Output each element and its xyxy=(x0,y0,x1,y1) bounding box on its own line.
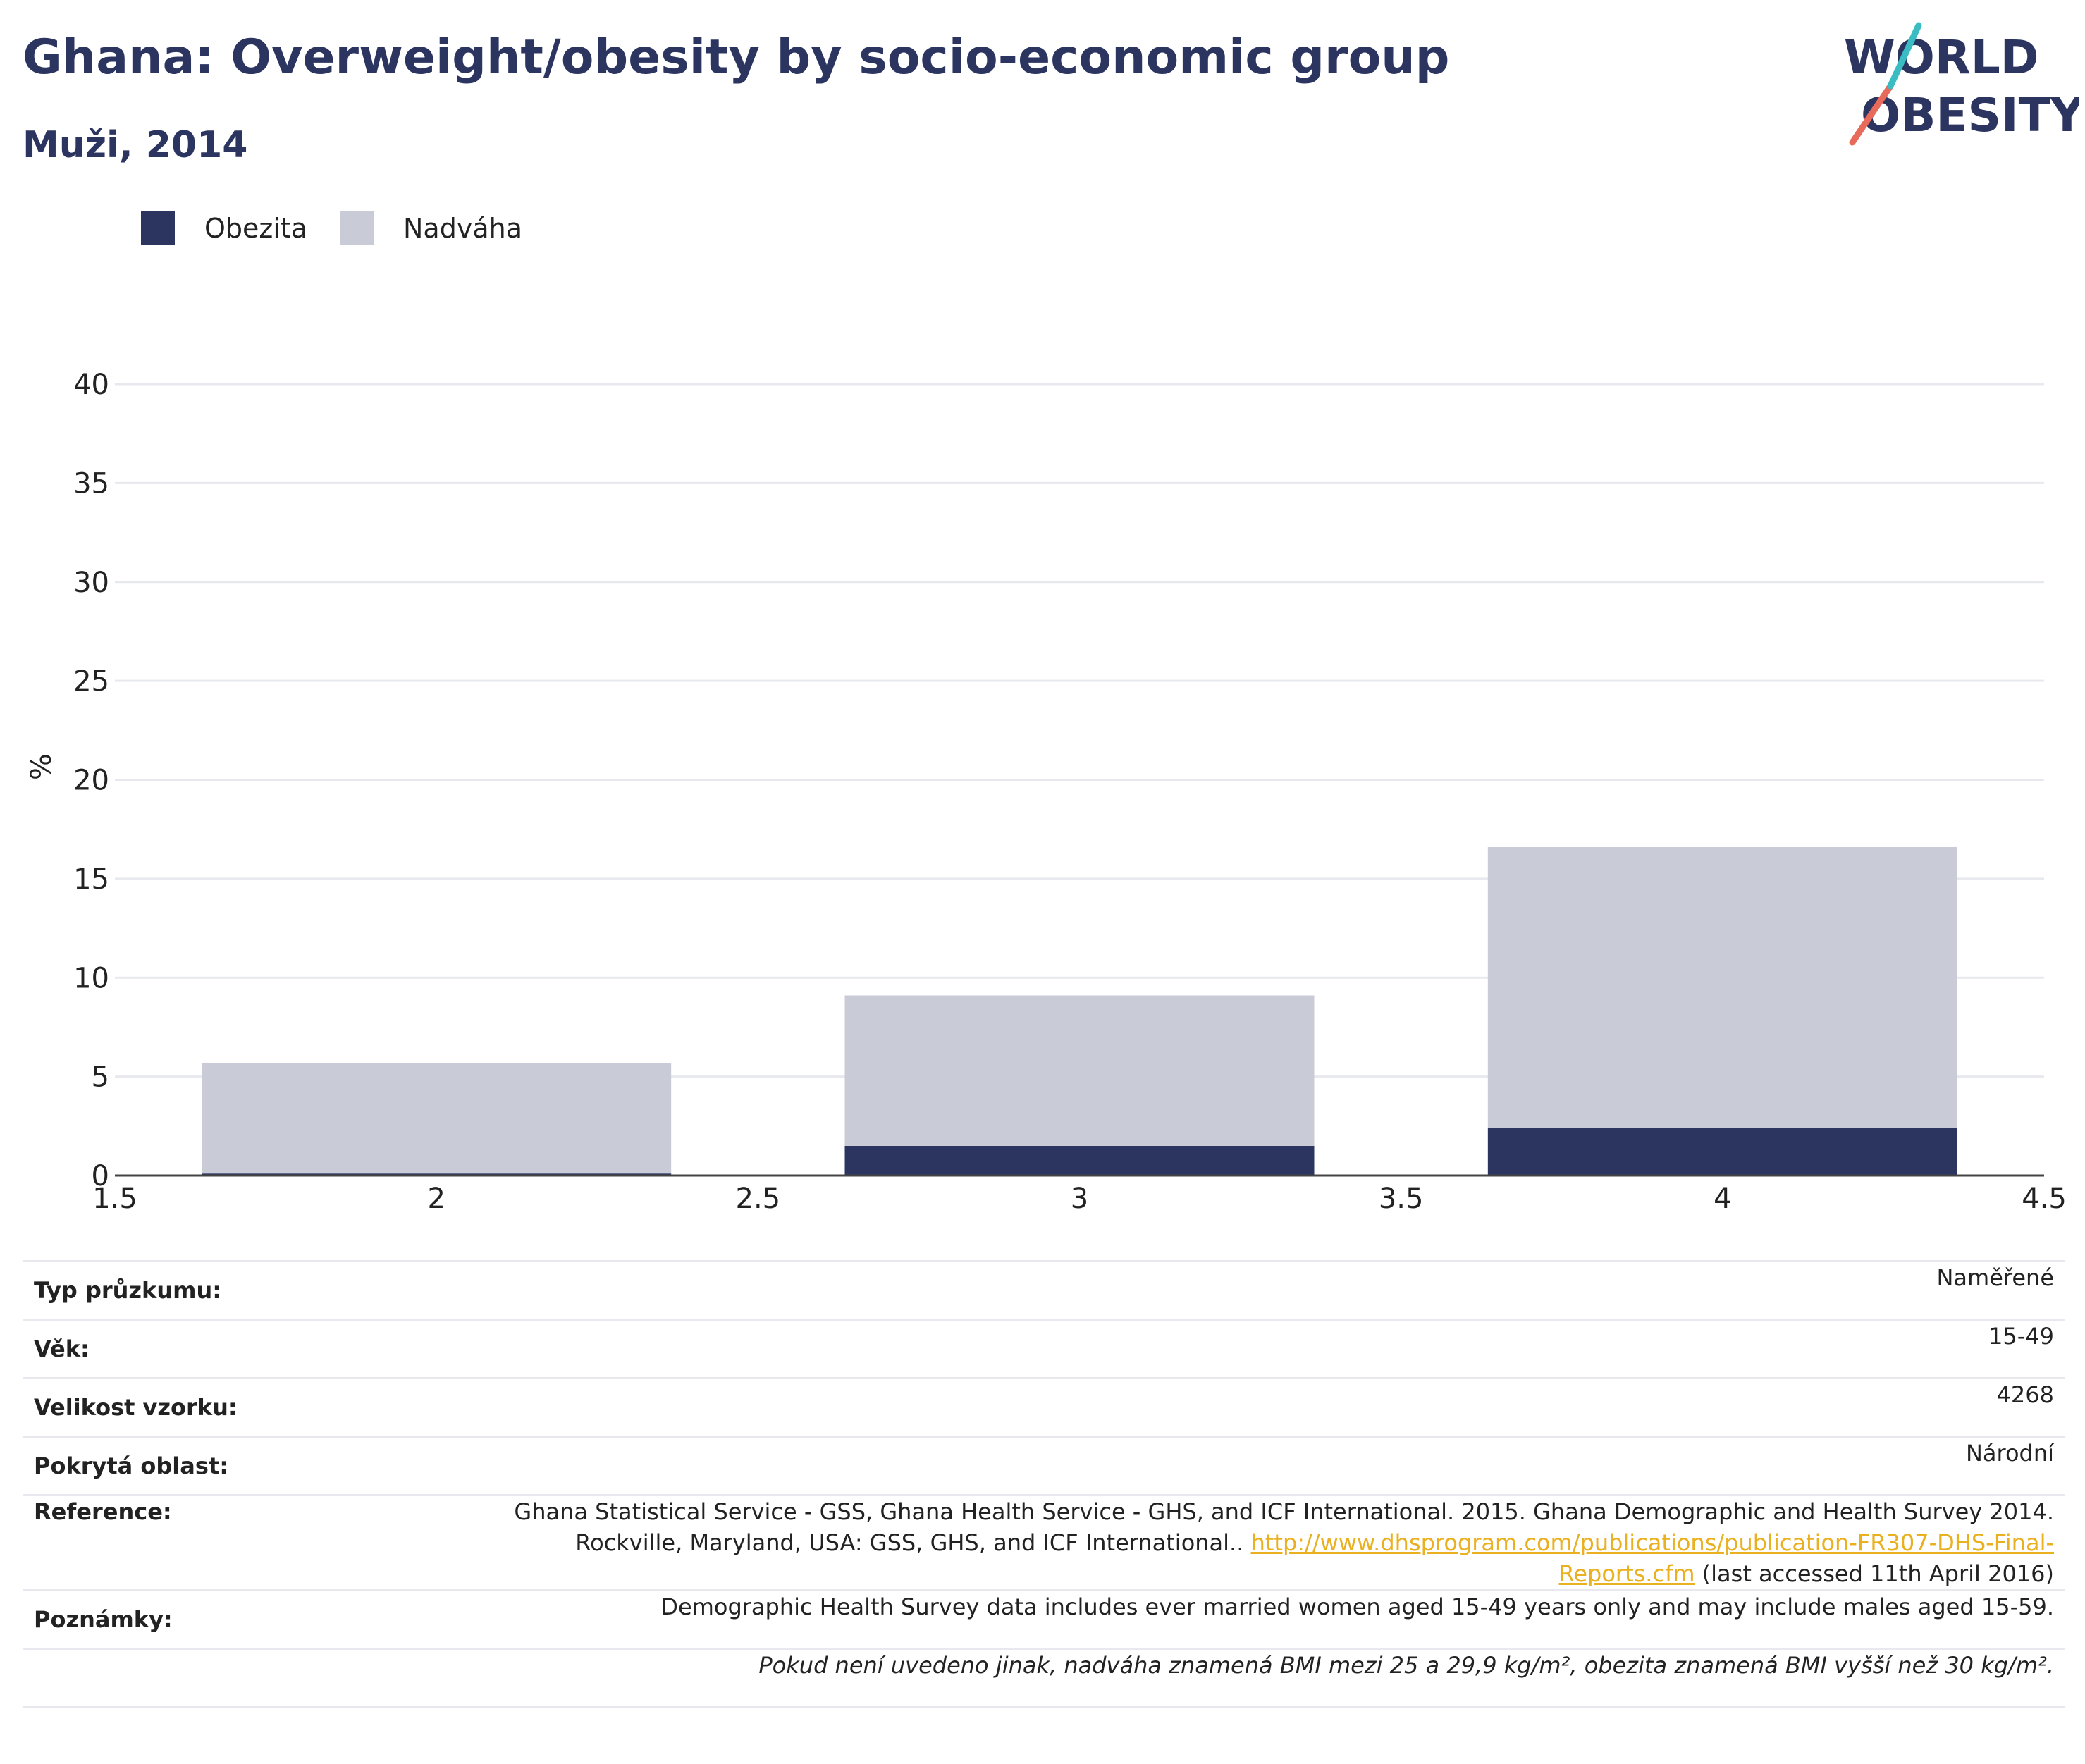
info-label: Reference: xyxy=(23,1494,468,1591)
y-tick-label: 25 xyxy=(73,665,109,698)
bar-obesity xyxy=(1487,1128,1957,1176)
y-tick-label: 40 xyxy=(73,369,109,401)
logo-slash-coral xyxy=(1849,82,1894,146)
chart-subtitle: Muži, 2014 xyxy=(23,124,248,166)
x-tick-label: 3.5 xyxy=(1379,1183,1424,1215)
bar-overweight xyxy=(844,995,1315,1146)
x-tick-label: 4 xyxy=(1714,1183,1731,1215)
reference-suffix: (last accessed 11th April 2016) xyxy=(1702,1560,2054,1587)
x-tick-label: 4.5 xyxy=(2022,1183,2067,1215)
y-tick-label: 5 xyxy=(92,1061,109,1094)
survey-info-table: Typ průzkumu: Naměřené Věk: 15-49 Veliko… xyxy=(23,1260,2065,1708)
legend-label-overweight: Nadváha xyxy=(403,213,522,244)
logo-text-line2: OBESITY xyxy=(1861,88,2079,142)
info-row-sample-size: Velikost vzorku: 4268 xyxy=(23,1377,2065,1437)
world-obesity-logo: WORLD OBESITY xyxy=(1844,22,2079,146)
info-value: Národní xyxy=(468,1436,2065,1495)
info-value: 15-49 xyxy=(468,1319,2065,1378)
bar-chart: 0 5 10 15 20 25 30 35 40 1.5 2 2.5 3 3.5 4 4.5 % xyxy=(25,369,2067,1215)
info-row-reference: Reference: Ghana Statistical Service - G… xyxy=(23,1494,2065,1591)
legend-swatch-overweight xyxy=(340,211,374,245)
info-row-survey-type: Typ průzkumu: Naměřené xyxy=(23,1260,2065,1320)
reference-value: Ghana Statistical Service - GSS, Ghana H… xyxy=(468,1494,2065,1591)
y-tick-label: 30 xyxy=(73,567,109,599)
footnote-text: Pokud není uvedeno jinak, nadváha znamen… xyxy=(468,1648,2065,1708)
info-label: Poznámky: xyxy=(23,1589,468,1649)
info-row-age: Věk: 15-49 xyxy=(23,1319,2065,1378)
logo-text-line1: WORLD xyxy=(1844,30,2039,85)
legend-item-obesity[interactable]: Obezita xyxy=(141,210,307,247)
y-tick-label: 15 xyxy=(73,863,109,896)
bar-overweight xyxy=(202,1062,672,1174)
bar-overweight xyxy=(1487,846,1957,1128)
legend-item-overweight[interactable]: Nadváha xyxy=(340,210,522,247)
info-value: 4268 xyxy=(468,1377,2065,1437)
info-label: Pokrytá oblast: xyxy=(23,1436,468,1495)
info-label: Typ průzkumu: xyxy=(23,1260,468,1320)
bar-obesity xyxy=(844,1145,1315,1176)
y-tick-label: 10 xyxy=(73,962,109,994)
y-tick-label: 35 xyxy=(73,467,109,500)
y-tick-label: 20 xyxy=(73,765,109,797)
legend-swatch-obesity xyxy=(141,211,175,245)
x-tick-label: 2.5 xyxy=(736,1183,781,1215)
info-value: Naměřené xyxy=(468,1260,2065,1320)
y-tick-label: 0 xyxy=(92,1160,109,1192)
y-axis-label: % xyxy=(25,753,58,780)
info-label: Velikost vzorku: xyxy=(23,1377,468,1437)
x-tick-label: 1.5 xyxy=(92,1183,137,1215)
reference-link[interactable]: http://www.dhsprogram.com/publications/p… xyxy=(1250,1529,2054,1587)
reference-text: Ghana Statistical Service - GSS, Ghana H… xyxy=(514,1498,2054,1556)
info-row-area: Pokrytá oblast: Národní xyxy=(23,1436,2065,1495)
x-tick-label: 3 xyxy=(1071,1183,1088,1215)
logo-slash-teal xyxy=(1887,22,1922,90)
info-row-footnote: Pokud není uvedeno jinak, nadváha znamen… xyxy=(23,1648,2065,1708)
x-tick-label: 2 xyxy=(427,1183,445,1215)
info-label-empty xyxy=(23,1648,468,1708)
info-value: Demographic Health Survey data includes … xyxy=(468,1589,2065,1649)
info-row-notes: Poznámky: Demographic Health Survey data… xyxy=(23,1589,2065,1649)
chart-title: Ghana: Overweight/obesity by socio-econo… xyxy=(23,30,1450,85)
info-label: Věk: xyxy=(23,1319,468,1378)
legend-label-obesity: Obezita xyxy=(204,213,308,244)
